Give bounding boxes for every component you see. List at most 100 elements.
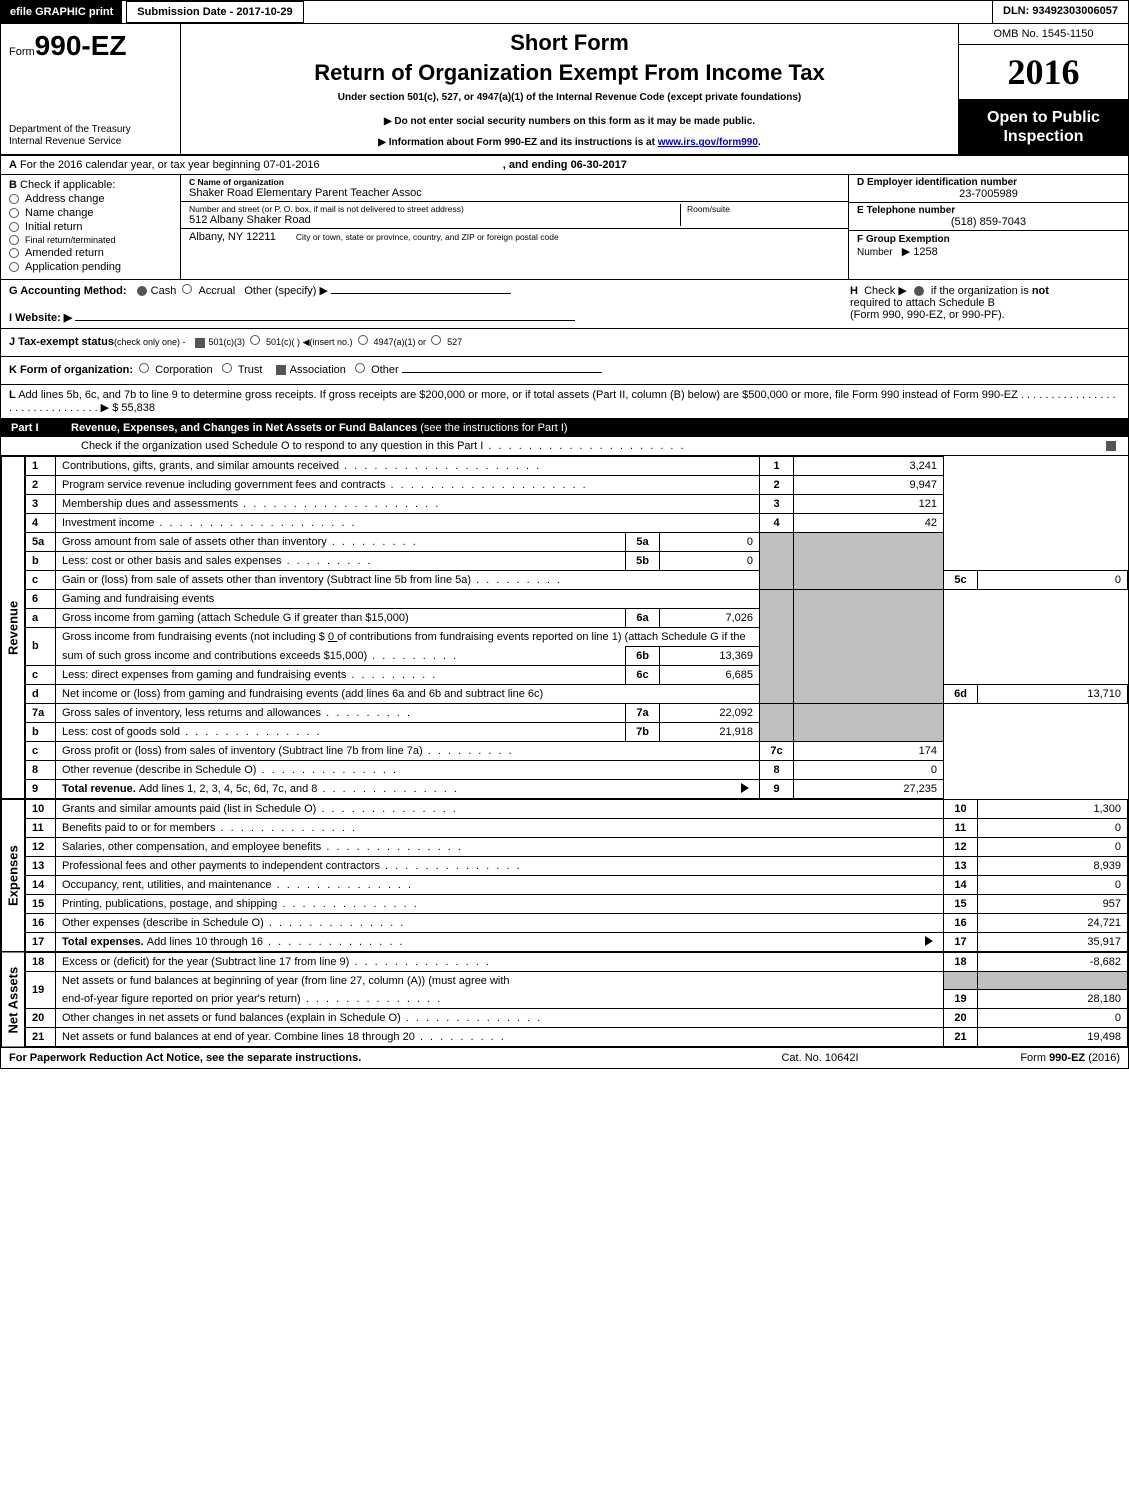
l5a-n: 5a: [26, 532, 56, 551]
J-sub: (check only one) -: [114, 337, 186, 347]
k4: Other: [371, 364, 399, 376]
l7a-d: Gross sales of inventory, less returns a…: [56, 703, 626, 722]
check-501c3[interactable]: [195, 338, 205, 348]
radio-501c[interactable]: [250, 335, 260, 345]
l17-v: 35,917: [978, 932, 1128, 951]
l6a-n: a: [26, 608, 56, 627]
radio-accrual[interactable]: [182, 284, 192, 294]
efile-print-button[interactable]: efile GRAPHIC print: [1, 1, 122, 23]
l7b-n: b: [26, 722, 56, 741]
website-input[interactable]: [75, 320, 575, 321]
l10-rn: 10: [944, 799, 978, 818]
line-A: A For the 2016 calendar year, or tax yea…: [1, 156, 1128, 175]
k3: Association: [290, 364, 346, 376]
l6b-d1b: of contributions from fundraising events…: [337, 631, 745, 643]
line-6d: d Net income or (loss) from gaming and f…: [26, 684, 1128, 703]
l21-n: 21: [26, 1028, 56, 1047]
l9-arrow-icon: [741, 783, 749, 793]
l21-rn: 21: [944, 1028, 978, 1047]
l5c-rn: 5c: [944, 570, 978, 589]
l15-v: 957: [978, 894, 1128, 913]
l13-d: Professional fees and other payments to …: [56, 856, 944, 875]
netassets-sidelabel: Net Assets: [1, 952, 25, 1048]
addr-val: 512 Albany Shaker Road: [189, 214, 680, 226]
l7a-mn: 7a: [626, 703, 660, 722]
D-ein: 23-7005989: [857, 188, 1120, 200]
radio-H[interactable]: [914, 286, 924, 296]
radio-initial-return[interactable]: [9, 222, 19, 232]
radio-name-change[interactable]: [9, 208, 19, 218]
line-7a: 7a Gross sales of inventory, less return…: [26, 703, 1128, 722]
L-val: $ 55,838: [112, 402, 155, 414]
l7c-d: Gross profit or (loss) from sales of inv…: [56, 741, 760, 760]
check-association[interactable]: [276, 365, 286, 375]
l5c-d: Gain or (loss) from sale of assets other…: [56, 570, 760, 589]
l7c-n: c: [26, 741, 56, 760]
line-5a: 5a Gross amount from sale of assets othe…: [26, 532, 1128, 551]
radio-cash[interactable]: [137, 286, 147, 296]
l7a-mv: 22,092: [660, 703, 760, 722]
radio-527[interactable]: [431, 335, 441, 345]
l14-d: Occupancy, rent, utilities, and maintena…: [56, 875, 944, 894]
line-21: 21 Net assets or fund balances at end of…: [26, 1028, 1128, 1047]
radio-application-pending[interactable]: [9, 262, 19, 272]
col-C: C Name of organization Shaker Road Eleme…: [181, 175, 848, 279]
topbar-spacer: [304, 1, 992, 23]
K-label: K Form of organization:: [9, 364, 133, 376]
l12-n: 12: [26, 837, 56, 856]
header-mid: Short Form Return of Organization Exempt…: [181, 24, 958, 154]
E-label: E Telephone number: [857, 205, 1120, 216]
l10-d: Grants and similar amounts paid (list in…: [56, 799, 944, 818]
l5a-mv: 0: [660, 532, 760, 551]
footer-r-post: (2016): [1085, 1052, 1120, 1064]
department-block: Department of the Treasury Internal Reve…: [9, 124, 172, 148]
l5b-mv: 0: [660, 551, 760, 570]
info-link[interactable]: www.irs.gov/form990: [658, 137, 758, 148]
l6c-mn: 6c: [626, 665, 660, 684]
radio-corporation[interactable]: [139, 363, 149, 373]
b3: Initial return: [25, 221, 82, 233]
l5c-n: c: [26, 570, 56, 589]
radio-address-change[interactable]: [9, 194, 19, 204]
H-not: not: [1032, 285, 1049, 297]
part-I-header: Part I Revenue, Expenses, and Changes in…: [1, 419, 1128, 437]
col-D: D Employer identification number 23-7005…: [848, 175, 1128, 279]
line-15: 15 Printing, publications, postage, and …: [26, 894, 1128, 913]
l1-n: 1: [26, 456, 56, 475]
footer-paperwork: For Paperwork Reduction Act Notice, see …: [9, 1052, 720, 1064]
l19-d: Net assets or fund balances at beginning…: [56, 971, 944, 990]
radio-other-org[interactable]: [355, 363, 365, 373]
open-line1: Open to Public: [963, 108, 1124, 127]
g-other-input[interactable]: [331, 293, 511, 294]
line-12: 12 Salaries, other compensation, and emp…: [26, 837, 1128, 856]
expenses-section: Expenses 10 Grants and similar amounts p…: [1, 799, 1128, 952]
line-6a: a Gross income from gaming (attach Sched…: [26, 608, 1128, 627]
l6c-n: c: [26, 665, 56, 684]
line-17: 17 Total expenses. Add lines 10 through …: [26, 932, 1128, 951]
l11-v: 0: [978, 818, 1128, 837]
l15-rn: 15: [944, 894, 978, 913]
check-schedule-o[interactable]: [1106, 441, 1116, 451]
l11-d: Benefits paid to or for members: [56, 818, 944, 837]
l18-rn: 18: [944, 952, 978, 971]
l6b-mv: 13,369: [660, 646, 760, 665]
row-K: K Form of organization: Corporation Trus…: [1, 357, 1128, 385]
l21-v: 19,498: [978, 1028, 1128, 1047]
l1-v: 3,241: [794, 456, 944, 475]
l3-rn: 3: [760, 494, 794, 513]
l13-n: 13: [26, 856, 56, 875]
radio-4947[interactable]: [358, 335, 368, 345]
l5a-d: Gross amount from sale of assets other t…: [56, 532, 626, 551]
radio-amended-return[interactable]: [9, 248, 19, 258]
part-I-label: Part I: [11, 422, 71, 434]
l6a-mn: 6a: [626, 608, 660, 627]
l14-v: 0: [978, 875, 1128, 894]
l2-n: 2: [26, 475, 56, 494]
L-text: Add lines 5b, 6c, and 7b to line 9 to de…: [18, 389, 1018, 401]
l1-d: Contributions, gifts, grants, and simila…: [56, 456, 760, 475]
radio-final-return[interactable]: [9, 235, 19, 245]
other-org-input[interactable]: [402, 372, 602, 373]
radio-trust[interactable]: [222, 363, 232, 373]
H-text3: (Form 990, 990-EZ, or 990-PF).: [850, 309, 1005, 321]
E-phone: (518) 859-7043: [857, 216, 1120, 228]
